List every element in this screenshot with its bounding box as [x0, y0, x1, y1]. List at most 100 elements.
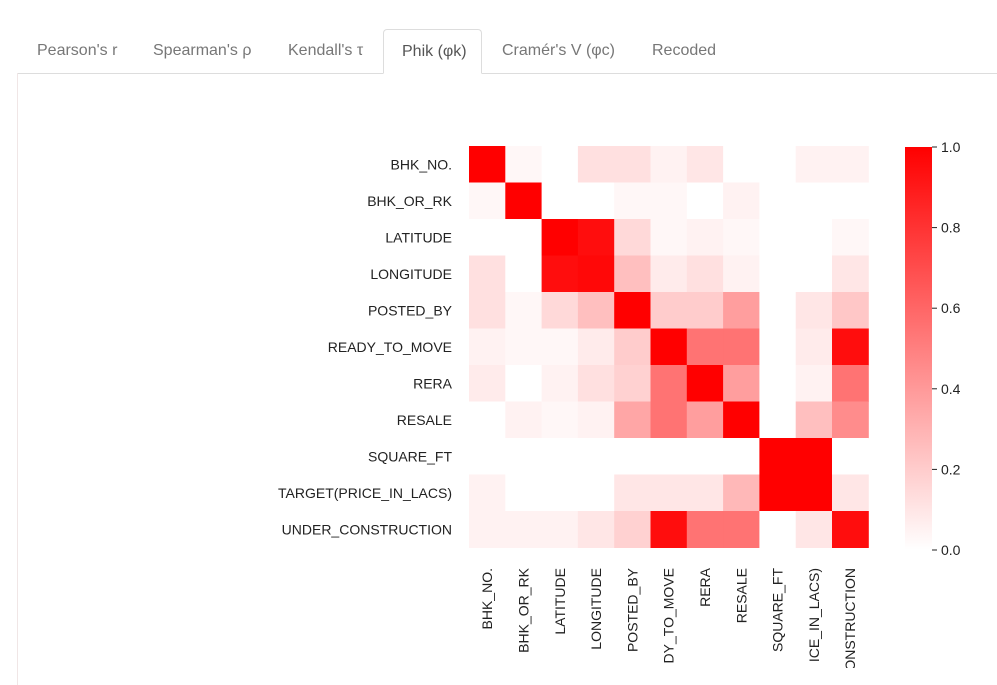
tab-phik[interactable]: Phik (φk)	[383, 29, 482, 74]
heatmap-cell	[505, 365, 543, 402]
heatmap-cell	[614, 292, 651, 329]
heatmap-cell	[577, 401, 615, 439]
heatmap-cell	[469, 292, 506, 329]
colorbar: 1.0 0.8 0.6 0.4 0.2 0.0	[905, 139, 961, 558]
heatmap-cell	[832, 474, 869, 512]
colorbar-tick-label: 0.6	[941, 300, 961, 316]
heatmap-cell	[650, 474, 688, 512]
heatmap-cell	[723, 292, 760, 329]
heatmap-cell	[832, 401, 869, 439]
heatmap-cell	[723, 511, 760, 548]
heatmap-cell	[795, 328, 833, 366]
heatmap-cell	[577, 365, 615, 402]
heatmap-cell	[469, 401, 506, 439]
heatmap-cell	[759, 401, 797, 439]
heatmap-cell	[469, 511, 506, 548]
row-tick-label: LATITUDE	[385, 229, 452, 245]
heatmap-cell	[795, 474, 833, 512]
heatmap-cell	[650, 365, 688, 402]
heatmap-cell	[541, 182, 579, 220]
column-tick-label: ICE_IN_LACS)	[806, 568, 822, 662]
heatmap-cell	[795, 401, 833, 439]
heatmap-cell	[614, 511, 651, 548]
heatmap-cell	[541, 365, 579, 402]
heatmap-cell	[577, 438, 615, 475]
heatmap-cell	[832, 182, 869, 220]
heatmap-cell	[650, 146, 688, 183]
heatmap-cell	[505, 328, 543, 366]
tab-pearson[interactable]: Pearson's r	[37, 42, 118, 59]
heatmap-cell	[686, 255, 724, 293]
tab-cramers-v[interactable]: Cramér's V (φc)	[502, 42, 615, 59]
heatmap-cell	[469, 328, 506, 366]
colorbar-tick-label: 0.8	[941, 220, 961, 236]
heatmap-cell	[469, 365, 506, 402]
heatmap-cell	[541, 328, 579, 366]
tab-kendall[interactable]: Kendall's τ	[288, 42, 364, 59]
heatmap-cell	[614, 146, 651, 183]
heatmap-cell	[723, 255, 760, 293]
heatmap-cell	[686, 365, 724, 402]
heatmap-cell	[541, 292, 579, 329]
heatmap-cell	[723, 438, 760, 475]
heatmap-cell	[795, 255, 833, 293]
colorbar-tick-label: 1.0	[941, 139, 961, 155]
colorbar-tick-label: 0.0	[941, 542, 961, 558]
heatmap-cell	[614, 255, 651, 293]
colorbar-gradient	[905, 147, 932, 550]
column-labels: BHK_NO. BHK_OR_RK LATITUDE LONGITUDE POSTED_…	[479, 567, 858, 668]
tab-recoded[interactable]: Recoded	[652, 42, 717, 59]
heatmap-cell	[541, 474, 579, 512]
heatmap-cell	[795, 511, 833, 548]
heatmap-cell	[832, 438, 869, 475]
heatmap-cell	[686, 511, 724, 548]
heatmap-cell	[614, 438, 651, 475]
heatmap-cell	[759, 255, 797, 293]
colorbar-tick-label: 0.2	[941, 461, 961, 477]
heatmap-cell	[577, 219, 615, 256]
heatmap-cell	[650, 182, 688, 220]
heatmap-cell	[541, 146, 579, 183]
heatmap-cell	[832, 219, 869, 256]
row-tick-label: UNDER_CONSTRUCTION	[282, 521, 452, 537]
column-tick-label: POSTED_BY	[624, 567, 640, 652]
heatmap-cell	[686, 328, 724, 366]
heatmap-cell	[723, 401, 760, 439]
heatmap-cell	[469, 219, 506, 256]
heatmap-cell	[577, 292, 615, 329]
heatmap-cell	[686, 292, 724, 329]
heatmap-cell	[577, 182, 615, 220]
heatmap-cell	[541, 219, 579, 256]
correlation-tabs: Pearson's r Spearman's ρ Kendall's τ Phi…	[17, 29, 997, 74]
row-tick-label: RESALE	[397, 412, 452, 428]
heatmap-cell	[759, 219, 797, 256]
heatmap-cell	[795, 146, 833, 183]
panel-border	[17, 73, 18, 685]
heatmap-cell	[723, 474, 760, 512]
heatmap-cell	[832, 365, 869, 402]
row-tick-label: READY_TO_MOVE	[328, 339, 452, 355]
heatmap-cell	[577, 474, 615, 512]
heatmap-cell	[541, 438, 579, 475]
column-tick-label: DY_TO_MOVE	[661, 568, 677, 663]
heatmap-cell	[795, 292, 833, 329]
heatmap-cell	[686, 146, 724, 183]
heatmap-cell	[541, 511, 579, 548]
heatmap-cell	[650, 219, 688, 256]
heatmap-cell	[723, 219, 760, 256]
heatmap-cell	[759, 292, 797, 329]
heatmap-cell	[759, 511, 797, 548]
heatmap-cell	[505, 401, 543, 439]
row-tick-label: LONGITUDE	[370, 266, 452, 282]
column-tick-label: LONGITUDE	[588, 568, 604, 650]
column-tick-label: RESALE	[733, 568, 749, 623]
heatmap-cell	[759, 328, 797, 366]
row-tick-label: POSTED_BY	[368, 302, 453, 318]
heatmap-cell	[795, 219, 833, 256]
heatmap-cell	[686, 401, 724, 439]
heatmap-cell	[832, 328, 869, 366]
tab-spearman[interactable]: Spearman's ρ	[153, 42, 252, 59]
heatmap-cell	[723, 146, 760, 183]
column-tick-label: BHK_OR_RK	[515, 567, 531, 652]
heatmap-cell	[614, 182, 651, 220]
